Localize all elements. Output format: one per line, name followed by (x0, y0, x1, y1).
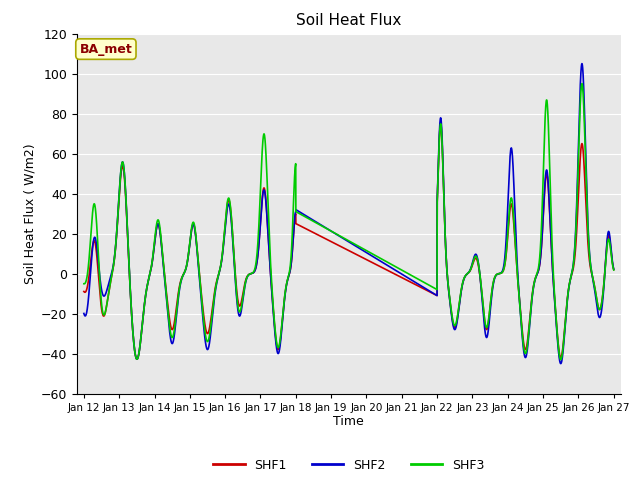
SHF2 (557, 360, 564, 366)
SHF2 (578, 61, 586, 67)
SHF1 (80, 288, 88, 294)
SHF3 (193, 250, 201, 255)
SHF3 (610, 266, 618, 272)
SHF3 (80, 281, 88, 287)
SHF2 (193, 251, 201, 257)
SHF1 (610, 266, 618, 272)
SHF3 (557, 357, 564, 362)
SHF3 (578, 81, 586, 86)
SHF3 (228, 220, 236, 226)
SHF2 (410, 278, 417, 284)
SHF2 (610, 266, 618, 272)
X-axis label: Time: Time (333, 415, 364, 429)
SHF2 (610, 266, 618, 272)
SHF1 (436, 121, 444, 127)
SHF3 (410, 274, 417, 279)
SHF2 (80, 311, 88, 316)
SHF1 (401, 276, 408, 282)
SHF2 (228, 225, 236, 230)
SHF3 (401, 269, 408, 275)
SHF1 (133, 356, 141, 362)
SHF2 (560, 343, 568, 349)
SHF1 (194, 252, 202, 257)
Line: SHF1: SHF1 (84, 124, 614, 359)
SHF1 (560, 337, 568, 343)
Line: SHF2: SHF2 (84, 64, 614, 363)
SHF3 (560, 340, 568, 346)
Text: BA_met: BA_met (79, 43, 132, 56)
SHF1 (228, 223, 236, 228)
Y-axis label: Soil Heat Flux ( W/m2): Soil Heat Flux ( W/m2) (24, 144, 36, 284)
SHF1 (610, 267, 618, 273)
Line: SHF3: SHF3 (84, 84, 614, 360)
SHF2 (401, 273, 408, 278)
SHF3 (610, 267, 618, 273)
Legend: SHF1, SHF2, SHF3: SHF1, SHF2, SHF3 (209, 454, 489, 477)
SHF1 (410, 281, 417, 287)
Title: Soil Heat Flux: Soil Heat Flux (296, 13, 401, 28)
